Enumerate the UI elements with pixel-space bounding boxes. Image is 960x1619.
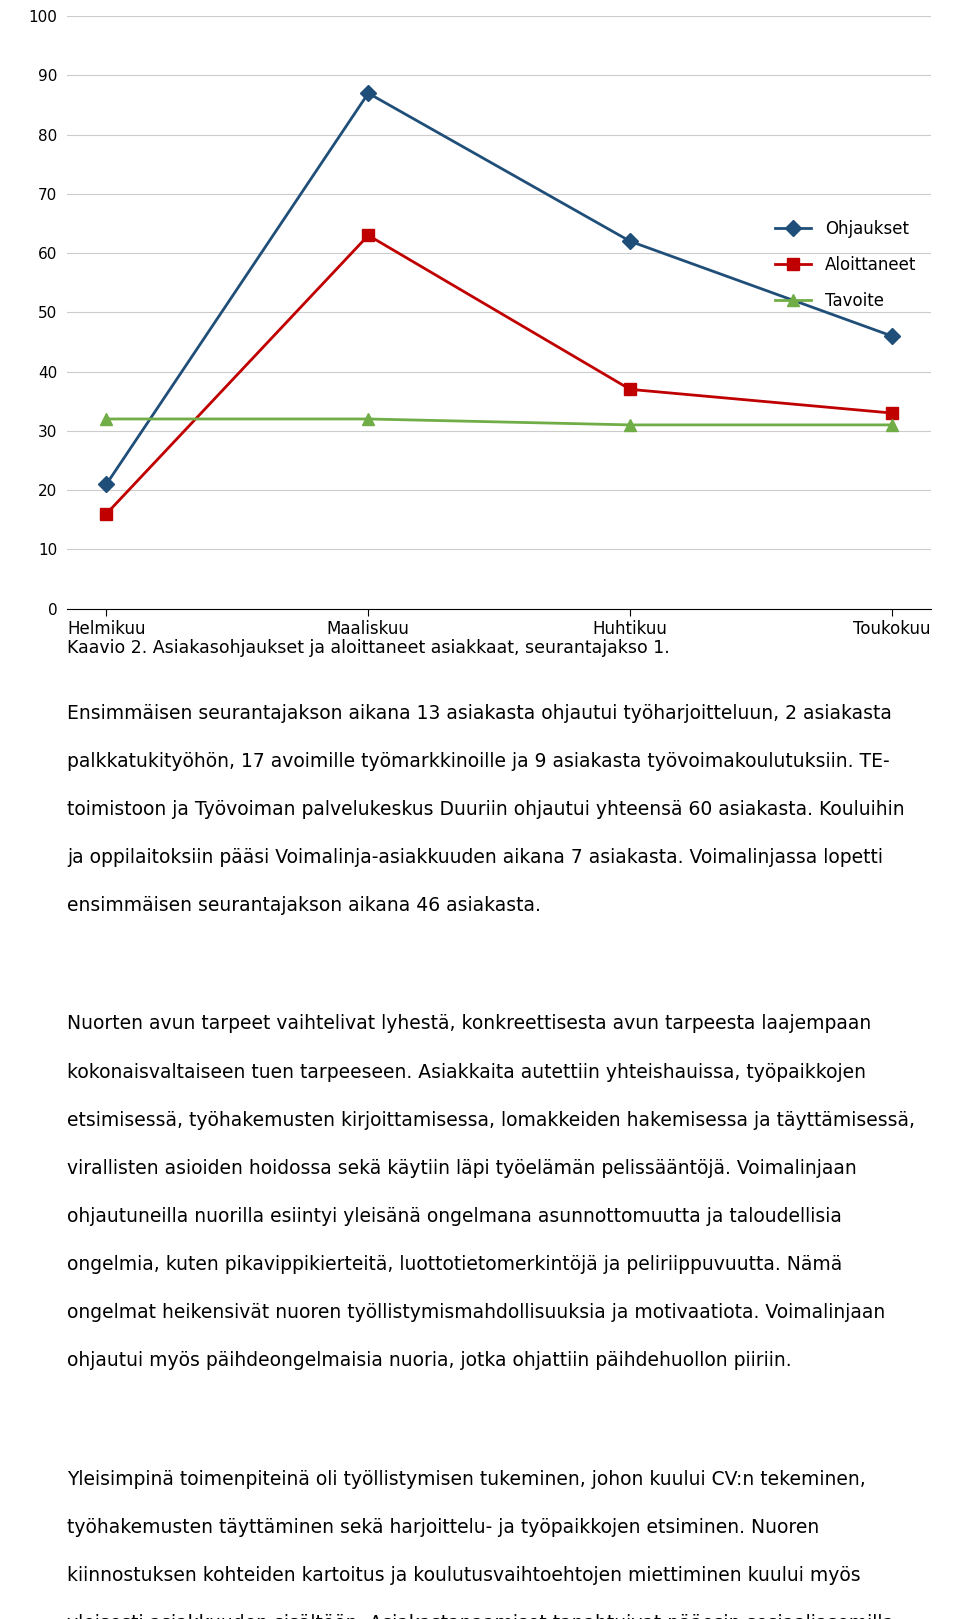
Text: ja oppilaitoksiin pääsi Voimalinja-asiakkuuden aikana 7 asiakasta. Voimalinjassa: ja oppilaitoksiin pääsi Voimalinja-asiak… <box>67 848 883 868</box>
Text: kokonaisvaltaiseen tuen tarpeeseen. Asiakkaita autettiin yhteishauissa, työpaikk: kokonaisvaltaiseen tuen tarpeeseen. Asia… <box>67 1062 866 1081</box>
Text: kiinnostuksen kohteiden kartoitus ja koulutusvaihtoehtojen miettiminen kuului my: kiinnostuksen kohteiden kartoitus ja kou… <box>67 1566 861 1585</box>
Text: ohjautuneilla nuorilla esiintyi yleisänä ongelmana asunnottomuutta ja taloudelli: ohjautuneilla nuorilla esiintyi yleisänä… <box>67 1206 842 1226</box>
Text: työhakemusten täyttäminen sekä harjoittelu- ja työpaikkojen etsiminen. Nuoren: työhakemusten täyttäminen sekä harjoitte… <box>67 1517 820 1536</box>
Text: virallisten asioiden hoidossa sekä käytiin läpi työelämän pelissääntöjä. Voimali: virallisten asioiden hoidossa sekä käyti… <box>67 1159 857 1179</box>
Text: Yleisimpinä toimenpiteinä oli työllistymisen tukeminen, johon kuului CV:n tekemi: Yleisimpinä toimenpiteinä oli työllistym… <box>67 1470 866 1488</box>
Text: etsimisessä, työhakemusten kirjoittamisessa, lomakkeiden hakemisessa ja täyttämi: etsimisessä, työhakemusten kirjoittamise… <box>67 1111 915 1130</box>
Text: ensimmäisen seurantajakson aikana 46 asiakasta.: ensimmäisen seurantajakson aikana 46 asi… <box>67 897 541 915</box>
Text: ohjautui myös päihdeongelmaisia nuoria, jotka ohjattiin päihdehuollon piiriin.: ohjautui myös päihdeongelmaisia nuoria, … <box>67 1352 792 1370</box>
Text: Nuorten avun tarpeet vaihtelivat lyhestä, konkreettisesta avun tarpeesta laajemp: Nuorten avun tarpeet vaihtelivat lyhestä… <box>67 1015 872 1033</box>
Text: yleisesti asiakkuuden sisältöön. Asiakastapaamiset tapahtuivat pääosin sosiaalia: yleisesti asiakkuuden sisältöön. Asiakas… <box>67 1614 900 1619</box>
Legend: Ohjaukset, Aloittaneet, Tavoite: Ohjaukset, Aloittaneet, Tavoite <box>768 214 923 317</box>
Text: toimistoon ja Työvoiman palvelukeskus Duuriin ohjautui yhteensä 60 asiakasta. Ko: toimistoon ja Työvoiman palvelukeskus Du… <box>67 800 905 819</box>
Text: Ensimmäisen seurantajakson aikana 13 asiakasta ohjautui työharjoitteluun, 2 asia: Ensimmäisen seurantajakson aikana 13 asi… <box>67 704 892 722</box>
Text: palkkatukityöhön, 17 avoimille työmarkkinoille ja 9 asiakasta työvoimakoulutuksi: palkkatukityöhön, 17 avoimille työmarkki… <box>67 751 890 771</box>
Text: ongelmia, kuten pikavippikierteitä, luottotietomerkintöjä ja peliriippuvuutta. N: ongelmia, kuten pikavippikierteitä, luot… <box>67 1255 843 1274</box>
Text: Kaavio 2. Asiakasohjaukset ja aloittaneet asiakkaat, seurantajakso 1.: Kaavio 2. Asiakasohjaukset ja aloittanee… <box>67 638 670 657</box>
Text: ongelmat heikensivät nuoren työllistymismahdollisuuksia ja motivaatiota. Voimali: ongelmat heikensivät nuoren työllistymis… <box>67 1303 885 1323</box>
